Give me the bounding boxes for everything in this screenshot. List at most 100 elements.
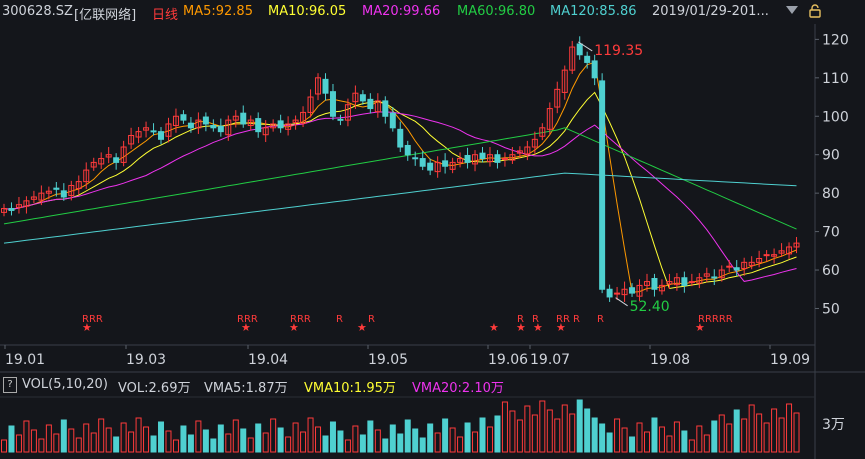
- candle: [300, 111, 307, 124]
- volume-bar: [569, 413, 576, 453]
- volume-bar: [703, 434, 710, 453]
- period-label[interactable]: 日线: [152, 8, 179, 23]
- r-marker: R: [573, 314, 580, 325]
- candle: [531, 138, 538, 148]
- volume-bar: [584, 408, 591, 453]
- candle: [382, 100, 389, 117]
- volume-bar: [60, 419, 67, 453]
- volume-bar: [270, 418, 277, 453]
- volume-bar: [277, 427, 284, 453]
- volume-bar: [629, 436, 636, 453]
- candle: [75, 181, 82, 190]
- volume-bar: [98, 418, 105, 453]
- ma60-line: [3, 127, 797, 230]
- volume-bar: [8, 425, 15, 453]
- low-pointer: [615, 297, 628, 307]
- ma120-value: MA120:85.86: [550, 4, 637, 19]
- volume-bar: [128, 431, 135, 453]
- candle: [793, 242, 800, 248]
- signal-markers: RRR RRR RRR R R R R RR R R RRRRR★ ★ ★ ★ ★ ★ ★ ★ ★: [82, 314, 733, 334]
- candle: [255, 118, 262, 133]
- star-marker: ★: [695, 321, 705, 334]
- price-axis: 120 110 100 90 80 70 60 50: [815, 32, 849, 317]
- volume-bar: [217, 424, 224, 453]
- candle: [240, 112, 247, 125]
- date-tick-label: 19.07: [530, 352, 570, 368]
- volume-bar: [210, 438, 217, 453]
- candle: [576, 43, 583, 56]
- date-tick-label: 19.08: [650, 352, 690, 368]
- volume-bar: [688, 439, 695, 453]
- volume-bar: [539, 400, 546, 453]
- candle: [591, 60, 598, 79]
- volume-bar: [621, 427, 628, 453]
- candle: [561, 69, 568, 93]
- volume-bar: [546, 409, 553, 453]
- candle: [322, 78, 329, 94]
- candle: [337, 118, 344, 121]
- volume-bar: [367, 420, 374, 453]
- volume-bar: [53, 433, 60, 453]
- volume-bar: [300, 431, 307, 453]
- candle: [315, 77, 322, 95]
- volume-bar: [45, 424, 52, 453]
- volume-bar: [382, 438, 389, 453]
- date-tick-label: 19.01: [5, 352, 45, 368]
- candle: [8, 208, 15, 211]
- ma20-line: [3, 111, 797, 282]
- candle: [621, 288, 628, 296]
- volume-bar: [479, 417, 486, 453]
- candle: [38, 192, 45, 201]
- volume-bar: [576, 399, 583, 453]
- vma20-value: VMA20:2.10万: [412, 381, 504, 396]
- volume-bar: [658, 426, 665, 453]
- candle: [285, 123, 292, 130]
- volume-bar: [90, 432, 97, 453]
- volume-bar: [23, 420, 30, 453]
- candle: [771, 254, 778, 257]
- volume-bar: [232, 419, 239, 453]
- candle: [688, 281, 695, 284]
- volume-bar: [449, 427, 456, 453]
- volume-bar: [673, 421, 680, 453]
- volume-bar: [457, 436, 464, 453]
- volume-bar: [412, 428, 419, 453]
- candle: [412, 157, 419, 160]
- candle: [786, 246, 793, 255]
- candle: [374, 100, 381, 113]
- candle: [247, 119, 254, 126]
- volume-bar: [285, 436, 292, 453]
- date-range[interactable]: 2019/01/29-201...: [652, 4, 769, 19]
- help-icon[interactable]: ?: [3, 377, 17, 393]
- candle: [270, 123, 277, 129]
- vol-value: VOL:2.69万: [118, 381, 191, 396]
- volume-bar: [472, 431, 479, 453]
- vol-label: VOL(5,10,20): [22, 377, 108, 392]
- lock-icon[interactable]: [808, 4, 822, 18]
- candle: [673, 277, 680, 286]
- candle: [696, 277, 703, 284]
- candle: [367, 98, 374, 110]
- high-price-label: 119.35: [594, 43, 643, 59]
- star-marker: ★: [533, 321, 543, 334]
- volume-bar: [180, 425, 187, 453]
- candle: [479, 152, 486, 160]
- star-marker: ★: [241, 321, 251, 334]
- volume-bar: [292, 422, 299, 453]
- candle: [307, 96, 314, 113]
- volume-bar: [591, 417, 598, 453]
- candle: [718, 269, 725, 279]
- volume-bar: [516, 419, 523, 453]
- candle: [15, 204, 22, 208]
- r-marker: RRR: [290, 314, 311, 325]
- low-price-label: 52.40: [630, 299, 670, 315]
- volume-bar: [741, 418, 748, 453]
- volume-bar: [606, 432, 613, 453]
- candle: [30, 196, 37, 200]
- candle: [703, 273, 710, 277]
- volume-bar: [614, 418, 621, 453]
- candle: [501, 158, 508, 161]
- dropdown-arrow-icon[interactable]: [786, 6, 798, 14]
- volume-bar: [434, 432, 441, 453]
